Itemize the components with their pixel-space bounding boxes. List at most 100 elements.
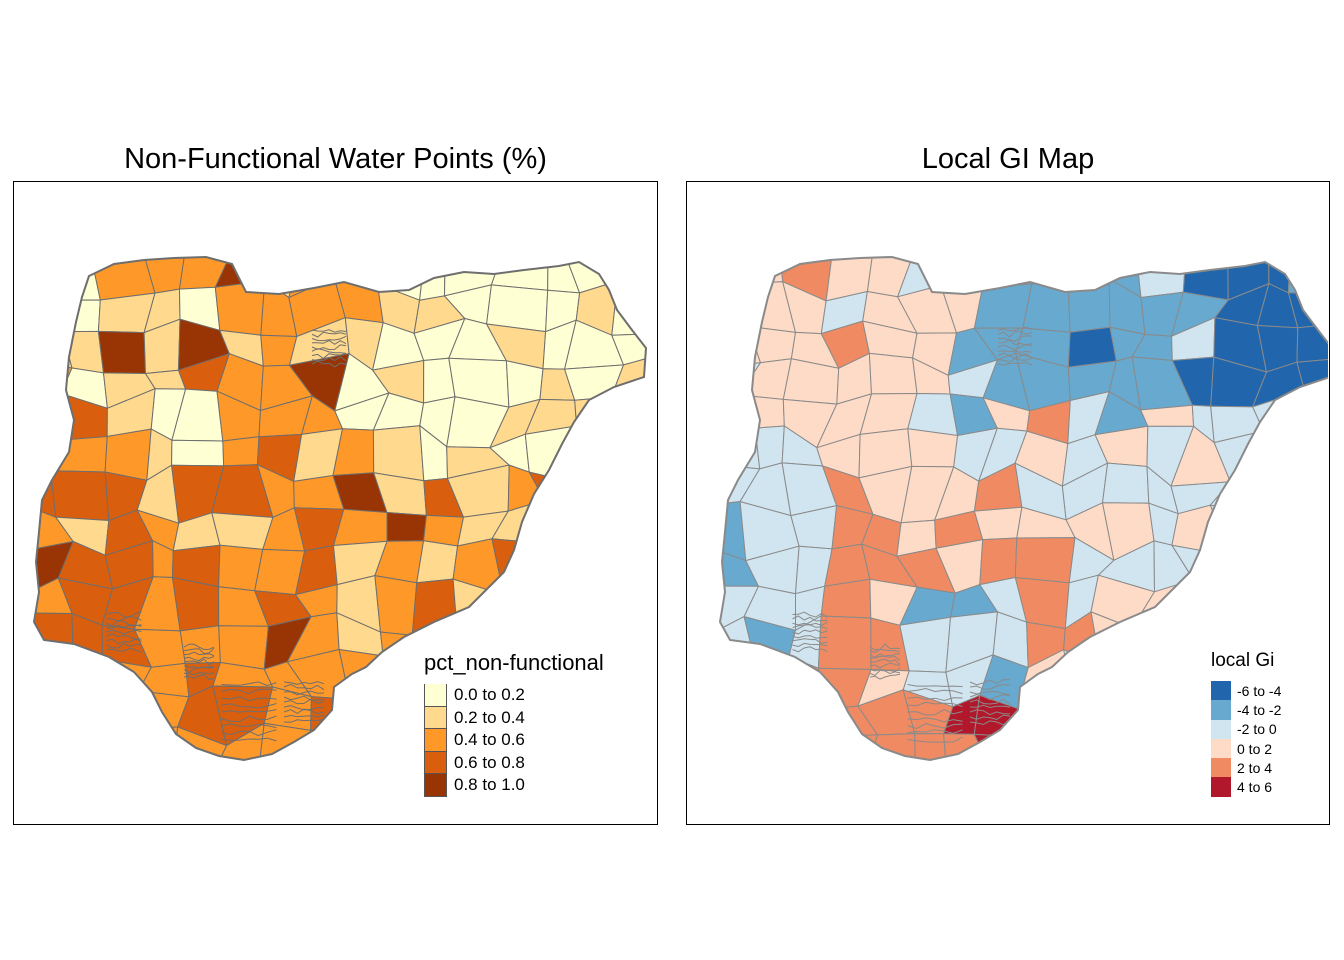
district-polygon — [907, 392, 959, 437]
district-boundary — [283, 698, 325, 705]
district-polygon — [300, 728, 348, 760]
district-polygon — [567, 623, 627, 654]
district-boundary — [907, 701, 963, 707]
district-polygon — [1016, 694, 1076, 744]
district-boundary — [792, 629, 828, 635]
district-polygon — [1187, 578, 1233, 628]
district-boundary — [106, 629, 142, 635]
district-polygon — [617, 257, 646, 301]
district-polygon — [1298, 511, 1328, 547]
district-polygon — [34, 257, 62, 301]
district-polygon — [1288, 389, 1328, 430]
district-boundary — [311, 344, 347, 351]
district-polygon — [1296, 323, 1328, 363]
district-boundary — [183, 647, 215, 655]
district-polygon — [619, 652, 646, 708]
left-map-panel: pct_non-functional 0.0 to 0.2 0.2 to 0.4… — [13, 181, 658, 825]
district-polygon — [493, 584, 531, 632]
district-polygon — [755, 656, 792, 710]
district-boundary — [907, 684, 963, 688]
district-boundary — [311, 356, 347, 362]
district-polygon — [72, 658, 104, 703]
district-polygon — [1214, 554, 1265, 597]
legend-label: 0.2 to 0.4 — [454, 707, 525, 727]
district-boundary — [997, 357, 1033, 363]
district-boundary — [969, 714, 1011, 721]
district-boundary — [183, 666, 215, 673]
district-polygon — [1252, 577, 1315, 629]
district-polygon — [385, 687, 431, 735]
legend-label: 0.4 to 0.6 — [454, 730, 525, 750]
district-boundary — [311, 339, 347, 345]
district-polygon — [570, 543, 610, 597]
district-boundary — [792, 646, 828, 653]
left-choropleth-map — [33, 256, 647, 761]
district-boundary — [183, 673, 215, 680]
district-polygon — [1209, 504, 1265, 557]
district-boundary — [869, 673, 901, 680]
district-boundary — [283, 690, 325, 696]
district-boundary — [792, 624, 828, 630]
district-boundary — [907, 687, 963, 695]
district-boundary — [997, 326, 1033, 332]
district-boundary — [997, 361, 1033, 366]
district-polygon — [1014, 537, 1076, 584]
district-polygon — [411, 578, 457, 637]
district-polygon — [141, 726, 179, 760]
district-polygon — [979, 537, 1018, 586]
district-polygon — [333, 257, 382, 285]
district-boundary — [283, 681, 325, 685]
district-boundary — [283, 695, 324, 701]
district-polygon — [720, 733, 739, 760]
district-polygon — [907, 428, 959, 468]
district-boundary — [311, 360, 347, 368]
district-boundary — [221, 715, 277, 723]
district-polygon — [214, 280, 266, 336]
district-polygon — [374, 574, 418, 636]
legend-item: 0.8 to 1.0 — [424, 774, 604, 797]
legend-label: 4 to 6 — [1237, 779, 1273, 796]
district-polygon — [104, 428, 152, 481]
district-polygon — [34, 612, 74, 663]
district-polygon — [1304, 577, 1328, 631]
district-polygon — [606, 396, 646, 445]
district-polygon — [899, 616, 952, 673]
district-boundary — [792, 638, 828, 644]
district-boundary — [969, 709, 1011, 716]
district-polygon — [526, 499, 588, 545]
district-boundary — [792, 611, 828, 618]
district-boundary — [221, 696, 277, 702]
district-boundary — [311, 353, 347, 360]
district-polygon — [615, 689, 646, 746]
district-polygon — [1306, 544, 1328, 582]
district-polygon — [1018, 257, 1070, 287]
district-polygon — [34, 434, 54, 472]
district-boundary — [311, 335, 347, 342]
district-polygon — [453, 611, 505, 654]
district-polygon — [567, 590, 628, 632]
district-polygon — [738, 358, 793, 400]
district-polygon — [720, 257, 752, 296]
right-map-panel: local Gi -6 to -4 -4 to -2 -2 to 0 0 to … — [686, 181, 1330, 825]
district-polygon — [1294, 649, 1328, 693]
district-polygon — [1214, 592, 1262, 624]
district-boundary — [997, 343, 1033, 351]
district-polygon — [375, 723, 430, 760]
district-polygon — [171, 576, 220, 632]
district-boundary — [792, 615, 828, 622]
district-polygon — [1296, 357, 1328, 397]
legend-label: 0 to 2 — [1237, 740, 1273, 757]
district-polygon — [95, 729, 147, 760]
district-boundary — [283, 708, 325, 715]
right-map-title: Local GI Map — [921, 143, 1095, 175]
legend-swatch — [424, 684, 447, 707]
district-polygon — [332, 723, 387, 760]
district-polygon — [1035, 736, 1069, 760]
district-boundary — [869, 648, 901, 653]
district-polygon — [611, 472, 646, 514]
district-polygon — [1255, 426, 1305, 487]
district-boundary — [969, 683, 1011, 690]
district-boundary — [998, 335, 1033, 342]
legend-item: 0 to 2 — [1211, 738, 1281, 759]
district-polygon — [790, 701, 836, 737]
